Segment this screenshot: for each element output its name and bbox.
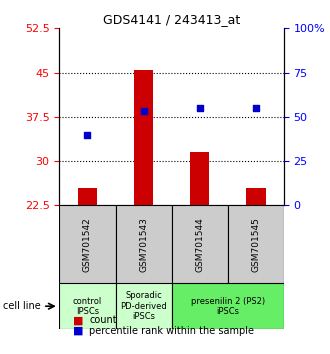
Bar	[134, 70, 153, 205]
Text: ■: ■	[73, 326, 83, 336]
Text: GSM701543: GSM701543	[139, 217, 148, 272]
Point	[197, 105, 202, 111]
Bar	[190, 152, 210, 205]
FancyBboxPatch shape	[172, 205, 228, 283]
FancyBboxPatch shape	[172, 283, 284, 329]
Text: percentile rank within the sample: percentile rank within the sample	[89, 326, 254, 336]
Text: GSM701545: GSM701545	[251, 217, 260, 272]
Text: presenilin 2 (PS2)
iPSCs: presenilin 2 (PS2) iPSCs	[191, 297, 265, 316]
FancyBboxPatch shape	[59, 205, 116, 283]
FancyBboxPatch shape	[115, 283, 172, 329]
Text: count: count	[89, 315, 117, 325]
Text: GSM701542: GSM701542	[83, 217, 92, 272]
Bar	[78, 188, 97, 205]
Bar	[246, 188, 266, 205]
Text: control
IPSCs: control IPSCs	[73, 297, 102, 316]
Title: GDS4141 / 243413_at: GDS4141 / 243413_at	[103, 13, 240, 26]
Text: ■: ■	[73, 315, 83, 325]
FancyBboxPatch shape	[228, 205, 284, 283]
Point	[253, 105, 258, 111]
Text: GSM701544: GSM701544	[195, 217, 204, 272]
FancyBboxPatch shape	[59, 283, 116, 329]
Point	[141, 108, 146, 114]
Text: Sporadic
PD-derived
iPSCs: Sporadic PD-derived iPSCs	[120, 291, 167, 321]
FancyBboxPatch shape	[115, 205, 172, 283]
Point	[85, 132, 90, 137]
Text: cell line: cell line	[3, 301, 41, 311]
